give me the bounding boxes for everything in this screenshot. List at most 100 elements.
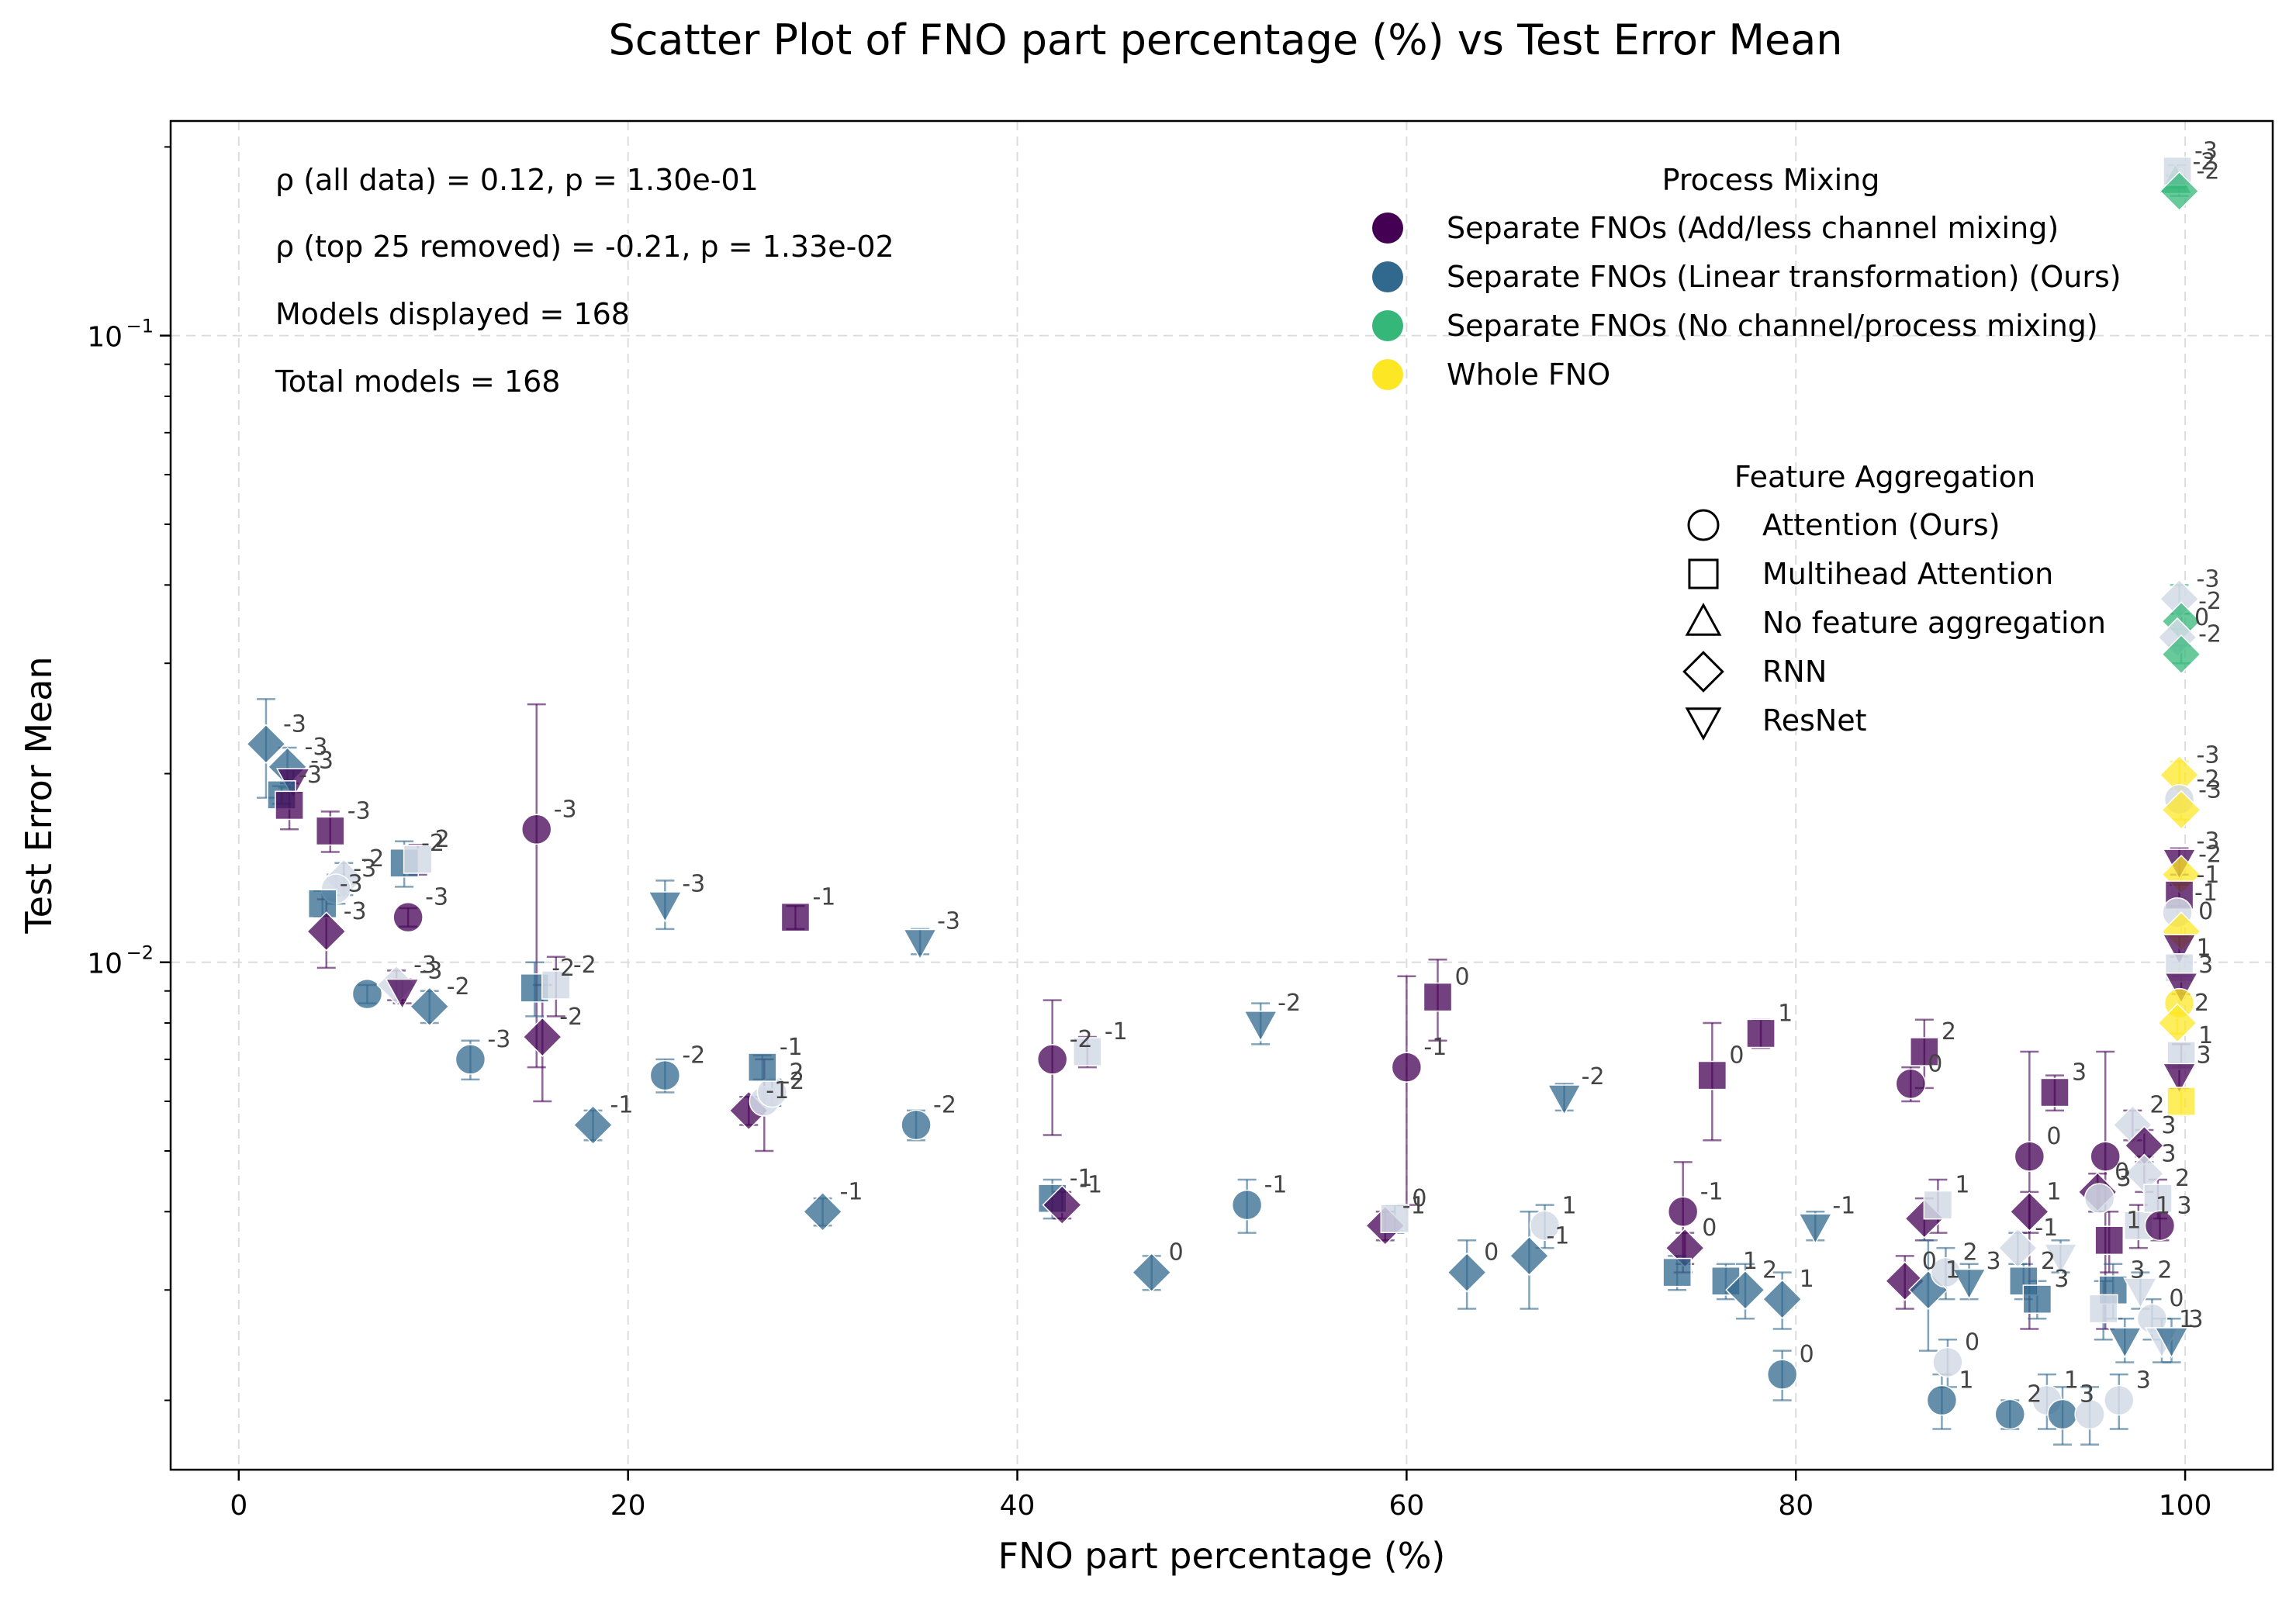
data-point-tri_down: [648, 891, 683, 923]
point-label: 3: [2054, 1266, 2069, 1293]
point-label: 3: [1987, 1248, 2001, 1275]
point-label: -3: [283, 710, 306, 738]
data-point-circle: [649, 1059, 681, 1091]
point-label: 1: [2126, 1207, 2141, 1234]
legend-label-whole: Whole FNO: [1447, 358, 1610, 392]
point-label: 2: [435, 826, 450, 853]
point-label: -1: [2035, 1215, 2058, 1242]
point-label: -2: [933, 1092, 956, 1119]
point-label: -1: [766, 1077, 789, 1104]
data-point-circle: [1667, 1196, 1699, 1228]
point-label: -3: [413, 952, 437, 979]
legend-process-mixing-title: Process Mixing: [1662, 163, 1880, 197]
point-label: -1: [1423, 1034, 1447, 1061]
point-label: -2: [447, 973, 470, 1000]
data-point-square: [2094, 1225, 2125, 1256]
data-point-tri_down: [1243, 1011, 1278, 1042]
point-label: 2: [1762, 1256, 1777, 1284]
data-point-tri_down: [1798, 1213, 1833, 1245]
x-axis-label: FNO part percentage (%): [998, 1535, 1446, 1577]
point-label: 0: [1800, 1341, 1814, 1368]
point-label: 1: [2046, 1178, 2061, 1205]
data-point-square: [2022, 1284, 2052, 1314]
point-label: -3: [305, 734, 328, 761]
data-point-tri_down: [1952, 1268, 1987, 1301]
point-label: 3: [2189, 1306, 2204, 1333]
data-point-diamond: [1725, 1270, 1765, 1311]
point-label: 3: [2136, 1367, 2151, 1394]
point-label: 3: [2072, 1059, 2087, 1087]
data-point-circle: [351, 978, 383, 1010]
data-point-diamond: [2009, 1191, 2050, 1232]
point-label: -3: [937, 908, 960, 935]
legend-marker-square-icon: [1688, 558, 1719, 589]
data-point-tri_down: [385, 978, 420, 1011]
data-point-circle: [1231, 1189, 1263, 1221]
point-label: 1: [1562, 1192, 1577, 1219]
point-label: -3: [487, 1026, 510, 1053]
point-label: 0: [1412, 1185, 1426, 1212]
y-tick-label: 10: [87, 949, 123, 980]
point-label: -3: [425, 884, 448, 911]
point-label: 2: [2041, 1248, 2056, 1275]
y-tick-exponent: −1: [126, 316, 154, 337]
data-point-tri_down: [2162, 934, 2197, 966]
point-label: -2: [2197, 157, 2220, 185]
data-point-circle: [1391, 1052, 1423, 1083]
data-point-circle: [1895, 1068, 1927, 1100]
point-label: 0: [2114, 1159, 2129, 1186]
legend-marker-triangle-icon: [1685, 603, 1722, 636]
point-label: 3: [2080, 1381, 2094, 1408]
y-tick-label: 10: [87, 322, 123, 354]
point-label: 2: [1962, 1239, 1977, 1267]
data-point-square: [1746, 1018, 1776, 1049]
data-point-diamond: [306, 911, 347, 952]
point-label: -2: [2198, 588, 2222, 615]
data-point-diamond: [2161, 634, 2201, 675]
data-point-circle: [1529, 1210, 1561, 1242]
point-label: -3: [310, 747, 334, 774]
data-point-circle: [2074, 1398, 2105, 1430]
point-label: 0: [1729, 1042, 1744, 1070]
point-label: 3: [2198, 952, 2213, 979]
point-label: -3: [2194, 138, 2218, 165]
x-tick-label: 20: [610, 1490, 646, 1522]
point-label: 2: [2157, 1256, 2172, 1284]
point-label: -2: [361, 845, 384, 873]
point-label: -1: [1700, 1178, 1724, 1205]
point-label: 1: [1945, 1256, 1960, 1284]
point-label: 0: [1484, 1239, 1499, 1267]
data-point-diamond: [1762, 1279, 1803, 1319]
data-point-circle: [2014, 1141, 2045, 1172]
legend-marker-diamond-icon: [1682, 651, 1724, 693]
data-point-square: [1073, 1037, 1102, 1066]
data-point-square: [780, 902, 811, 932]
data-point-square: [1380, 1204, 1410, 1233]
point-label: -2: [1070, 1026, 1093, 1053]
point-label: -3: [682, 870, 705, 897]
data-point-circle: [392, 901, 424, 933]
x-tick-label: 40: [1000, 1490, 1036, 1522]
data-point-circle: [1766, 1359, 1798, 1390]
point-label: 2: [1942, 1018, 1956, 1045]
annotation-models-displayed: Models displayed = 168: [275, 297, 630, 331]
legend-feature-aggregation: Feature Aggregation Attention (Ours) Mult…: [1682, 460, 2106, 741]
data-point-diamond: [1131, 1252, 1172, 1293]
point-label: 1: [1800, 1266, 1814, 1293]
data-point-square: [1910, 1037, 1939, 1066]
data-point-circle: [1932, 1346, 1963, 1378]
data-point-square: [2166, 1087, 2196, 1116]
point-label: -1: [1070, 1165, 1093, 1192]
data-point-diamond: [2161, 790, 2201, 831]
x-tick-label: 0: [230, 1490, 247, 1522]
point-label: -3: [2197, 565, 2220, 593]
data-point-diamond: [1509, 1235, 1550, 1277]
legend-label-add: Separate FNOs (Add/less channel mixing): [1447, 211, 2059, 245]
data-point-tri_down: [902, 928, 938, 961]
data-point-tri_down: [2123, 1277, 2158, 1309]
data-point-square: [2143, 1184, 2173, 1213]
point-label: 2: [2027, 1381, 2042, 1408]
data-point-tri_down: [1547, 1084, 1582, 1116]
